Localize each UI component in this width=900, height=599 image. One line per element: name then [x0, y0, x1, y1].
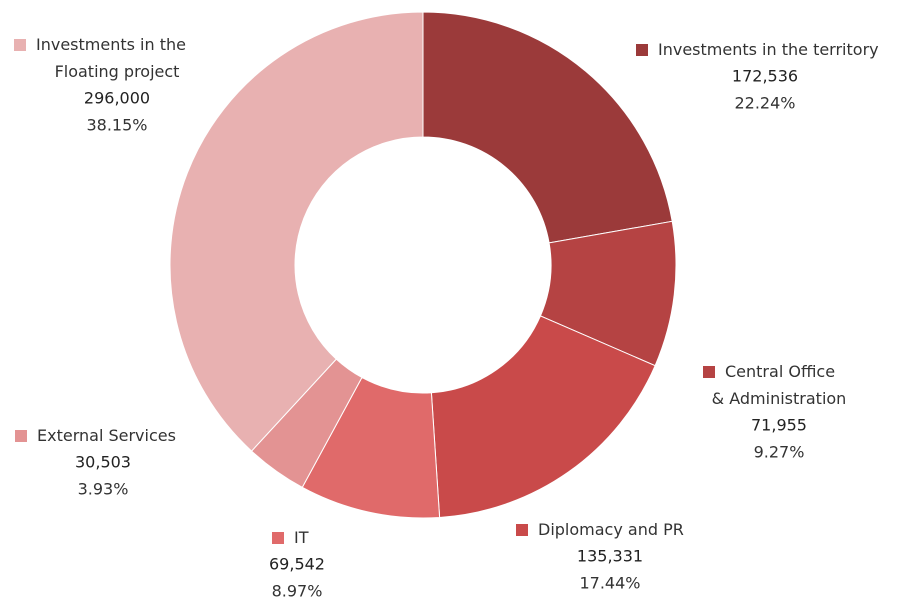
legend-swatch	[703, 366, 715, 378]
slice-label-line: Central Office	[725, 362, 835, 381]
legend-swatch	[14, 39, 26, 51]
donut-slice	[169, 11, 424, 452]
percentage-label: 17.44%	[579, 574, 640, 593]
slice-label: IT	[294, 528, 309, 547]
slice-label: External Services	[37, 426, 176, 445]
donut-slice	[430, 315, 656, 518]
slice-label-line: & Administration	[712, 389, 847, 408]
percentage-label: 3.93%	[78, 480, 129, 499]
slice-label-line: Investments in the	[36, 35, 186, 54]
slice-label-line: IT	[294, 528, 309, 547]
percentage-label: 8.97%	[272, 582, 323, 599]
legend-swatch	[272, 532, 284, 544]
legend-swatch	[15, 430, 27, 442]
slice-label-line: External Services	[37, 426, 176, 445]
legend-swatch	[636, 44, 648, 56]
value-label: 135,331	[577, 547, 643, 566]
value-label: 296,000	[84, 89, 150, 108]
legend-swatch	[516, 524, 528, 536]
value-label: 69,542	[269, 555, 325, 574]
slice-label: Diplomacy and PR	[538, 520, 684, 539]
percentage-label: 9.27%	[754, 443, 805, 462]
value-label: 30,503	[75, 453, 131, 472]
slice-label-line: Floating project	[55, 62, 180, 81]
slice-label: Investments in the Floating project	[36, 35, 186, 81]
value-label: 172,536	[732, 67, 798, 86]
value-label: 71,955	[751, 416, 807, 435]
donut-slice	[422, 11, 673, 244]
slice-label-line: Investments in the territory	[658, 40, 879, 59]
slice-label: Investments in the territory	[658, 40, 879, 59]
percentage-label: 22.24%	[734, 94, 795, 113]
percentage-label: 38.15%	[86, 116, 147, 135]
slice-label: Central Office & Administration	[712, 362, 847, 408]
slice-label-line: Diplomacy and PR	[538, 520, 684, 539]
